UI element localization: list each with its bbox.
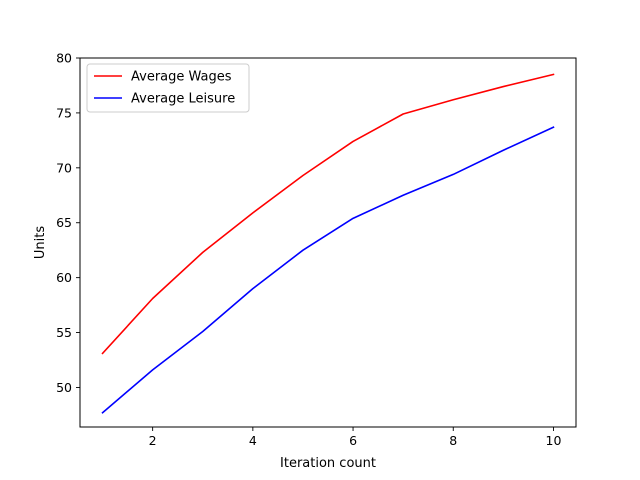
y-axis: 50 55 60 65 70 75 80 (56, 51, 80, 395)
legend-label: Average Leisure (131, 92, 235, 107)
x-tick-label: 4 (249, 433, 257, 448)
x-tick-label: 2 (149, 433, 157, 448)
series-line-2 (101, 126, 555, 414)
y-tick-label: 65 (56, 215, 72, 230)
legend: Average Wages Average Leisure (86, 63, 250, 113)
y-tick-label: 75 (56, 105, 72, 120)
x-axis: 2 4 6 8 10 (149, 427, 562, 448)
series-line-1 (101, 73, 555, 355)
y-tick-label: 80 (56, 51, 72, 66)
plot-frame (79, 57, 577, 428)
x-axis-label: Iteration count (280, 456, 376, 471)
y-tick-label: 60 (56, 270, 72, 285)
y-tick-label: 55 (56, 325, 72, 340)
y-tick-label: 50 (56, 380, 72, 395)
x-tick-label: 8 (449, 433, 457, 448)
x-tick-label: 10 (546, 433, 562, 448)
legend-box (86, 63, 250, 113)
plot-lines (101, 73, 555, 414)
y-tick-label: 70 (56, 160, 72, 175)
x-tick-label: 6 (349, 433, 357, 448)
y-axis-label: Units (33, 226, 48, 259)
legend-label: Average Wages (131, 70, 232, 85)
